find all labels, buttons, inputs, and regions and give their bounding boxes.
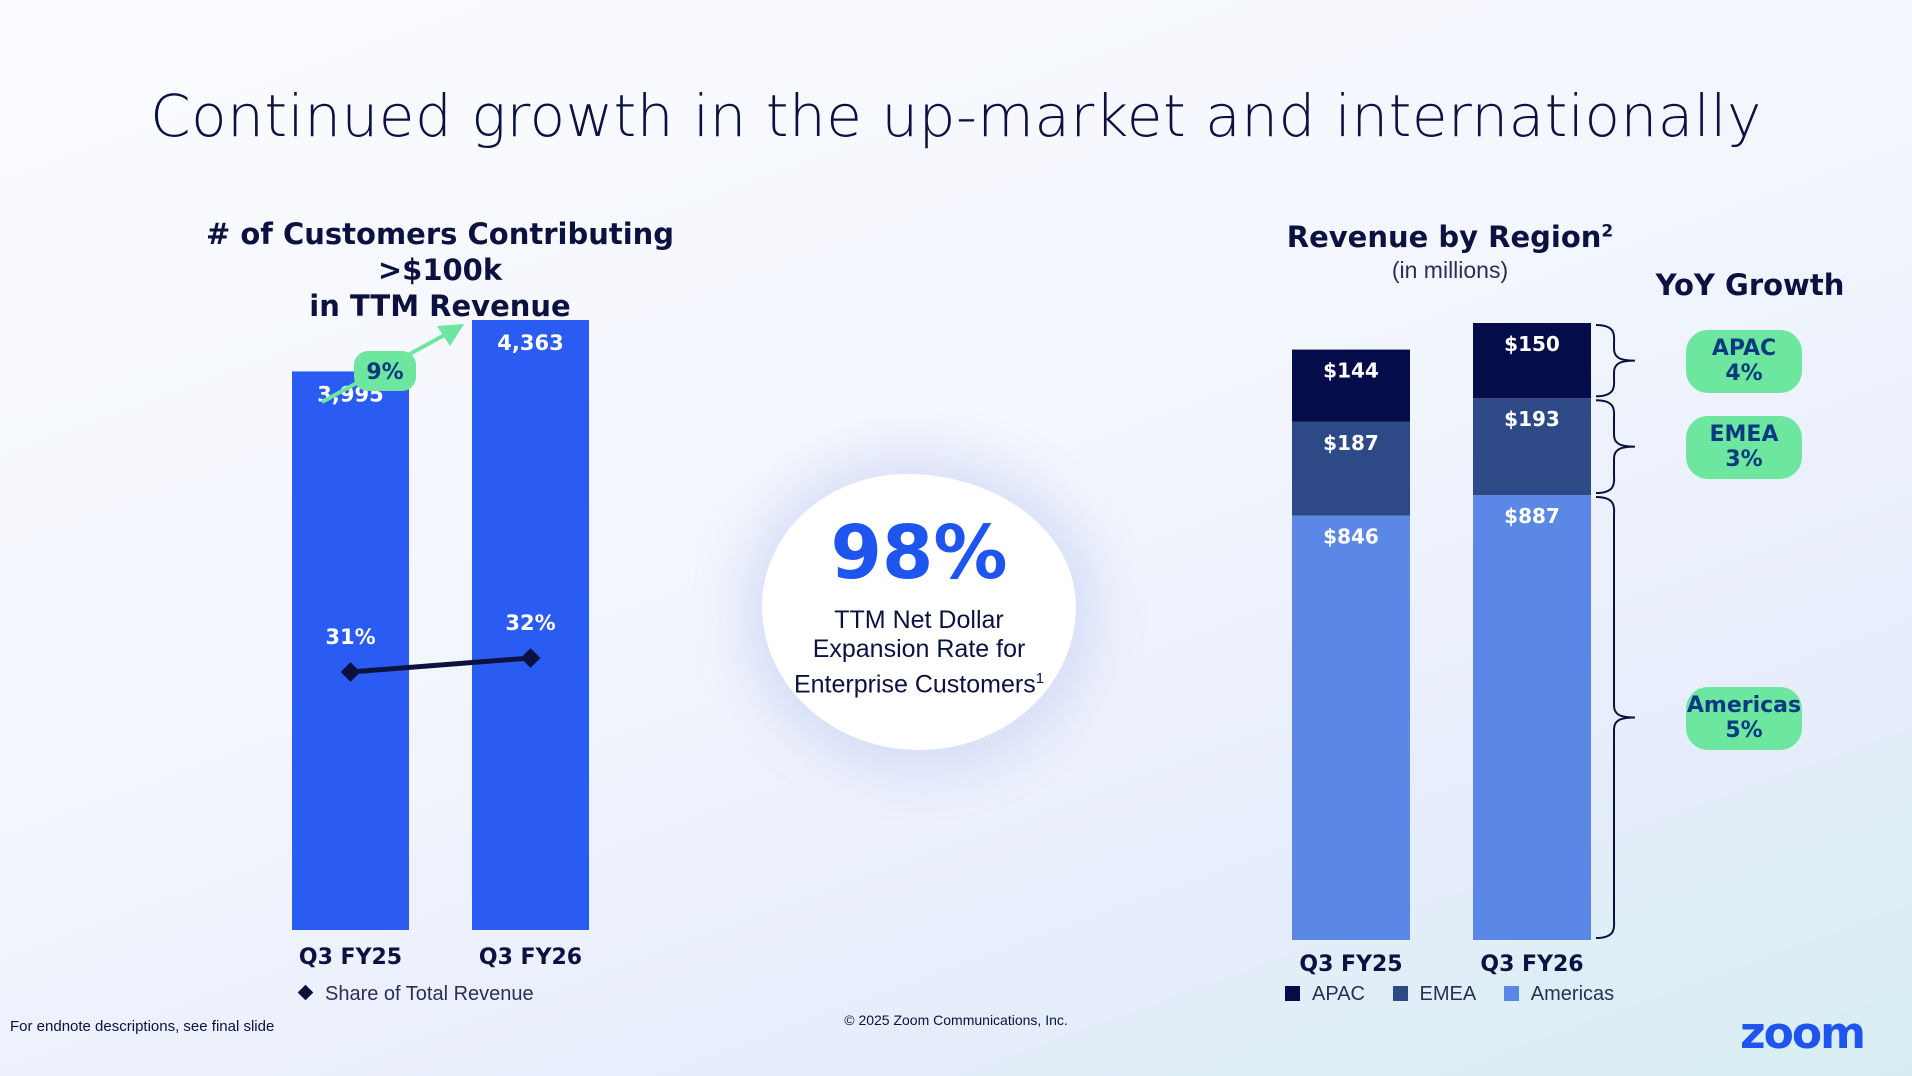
zoom-logo: zoom — [1740, 1008, 1866, 1059]
endnote-text: For endnote descriptions, see final slid… — [10, 1018, 275, 1035]
customers-bar-1 — [292, 371, 409, 931]
growth-arrow-head-icon — [437, 324, 464, 346]
callout-line-3: Enterprise Customers1 — [762, 664, 1076, 699]
region-bar-segment-americas — [1292, 515, 1410, 940]
brace-apac-icon — [1595, 324, 1636, 398]
customers-chart-title: # of Customers Contributing >$100k in TT… — [140, 216, 740, 324]
region-segment-label: $150 — [1504, 332, 1560, 356]
region-chart-legend: APAC EMEA Americas — [1285, 983, 1636, 1006]
share-data-label: 32% — [505, 611, 555, 635]
share-data-label: 31% — [325, 625, 375, 649]
region-segment-label: $144 — [1323, 359, 1379, 383]
brace-americas-icon — [1595, 496, 1636, 939]
yoy-pill-emea: EMEA 3% — [1686, 415, 1802, 479]
customers-bar-2 — [472, 320, 589, 930]
region-category-label: Q3 FY26 — [1480, 952, 1583, 977]
callout-line-1: TTM Net Dollar — [834, 606, 1004, 634]
yoy-growth-value: 5% — [1725, 718, 1763, 744]
brace-emea-icon — [1595, 399, 1636, 495]
yoy-pill-apac: APAC 4% — [1686, 329, 1802, 393]
yoy-growth-title: YoY Growth — [1655, 268, 1845, 302]
copyright-text: © 2025 Zoom Communications, Inc. — [844, 1012, 1068, 1028]
region-segment-label: $187 — [1323, 431, 1379, 455]
region-chart-title: Revenue by Region2 — [1245, 220, 1655, 254]
legend-swatch-emea — [1392, 986, 1408, 1001]
legend-item-americas: Americas — [1503, 983, 1615, 1005]
yoy-region-label: Americas — [1686, 693, 1802, 719]
callout-line-2: Expansion Rate for — [812, 635, 1026, 663]
customers-chart-legend: Share of Total Revenue — [297, 983, 534, 1006]
customers-category-label: Q3 FY25 — [299, 945, 402, 970]
region-segment-label: $193 — [1504, 407, 1560, 431]
yoy-pill-americas: Americas 5% — [1686, 686, 1802, 750]
customers-chart-title-line1: # of Customers Contributing >$100k — [205, 217, 675, 287]
share-point — [520, 648, 541, 668]
net-dollar-expansion-callout: 98% TTM Net Dollar Expansion Rate for En… — [762, 474, 1076, 750]
region-bar-segment-apac — [1473, 323, 1591, 399]
yoy-growth-value: 4% — [1725, 361, 1763, 387]
page-title: Continued growth in the up-market and in… — [150, 82, 1762, 150]
callout-footnote-mark: 1 — [1035, 670, 1045, 687]
region-segment-label: $887 — [1504, 504, 1560, 528]
legend-swatch-apac — [1285, 986, 1300, 1001]
share-line — [350, 655, 531, 675]
legend-swatch-americas — [1503, 986, 1519, 1001]
legend-label-emea: EMEA — [1419, 983, 1477, 1005]
customers-category-label: Q3 FY26 — [479, 945, 582, 970]
region-bar-segment-americas — [1473, 495, 1591, 940]
region-bar-segment-emea — [1473, 398, 1591, 496]
net-dollar-expansion-label: TTM Net Dollar Expansion Rate for Enterp… — [762, 606, 1076, 699]
customers-chart-title-line2: in TTM Revenue — [309, 289, 571, 323]
region-bar-segment-emea — [1292, 421, 1410, 516]
yoy-growth-value: 3% — [1725, 447, 1763, 473]
yoy-region-label: EMEA — [1709, 422, 1779, 448]
region-chart-title-text: Revenue by Region — [1286, 220, 1602, 254]
customers-bar-value-label: 4,363 — [497, 331, 563, 355]
region-chart-unit: (in millions) — [1391, 257, 1509, 283]
callout-line-3-text: Enterprise Customers — [793, 670, 1036, 699]
share-point — [340, 662, 361, 682]
legend-item-apac: APAC — [1285, 983, 1365, 1005]
region-chart-footnote-mark: 2 — [1601, 221, 1614, 242]
yoy-region-label: APAC — [1711, 336, 1777, 362]
region-bar-segment-apac — [1292, 349, 1410, 422]
legend-label-apac: APAC — [1312, 983, 1365, 1005]
net-dollar-expansion-value: 98% — [830, 510, 1008, 596]
growth-label: 9% — [366, 360, 403, 385]
legend-label-americas: Americas — [1530, 983, 1615, 1005]
region-category-label: Q3 FY25 — [1299, 952, 1402, 977]
growth-pill — [354, 351, 416, 391]
legend-share-label: Share of Total Revenue — [325, 983, 534, 1005]
legend-item-emea: EMEA — [1392, 983, 1477, 1005]
diamond-marker-icon — [297, 984, 314, 1001]
region-segment-label: $846 — [1323, 525, 1379, 549]
